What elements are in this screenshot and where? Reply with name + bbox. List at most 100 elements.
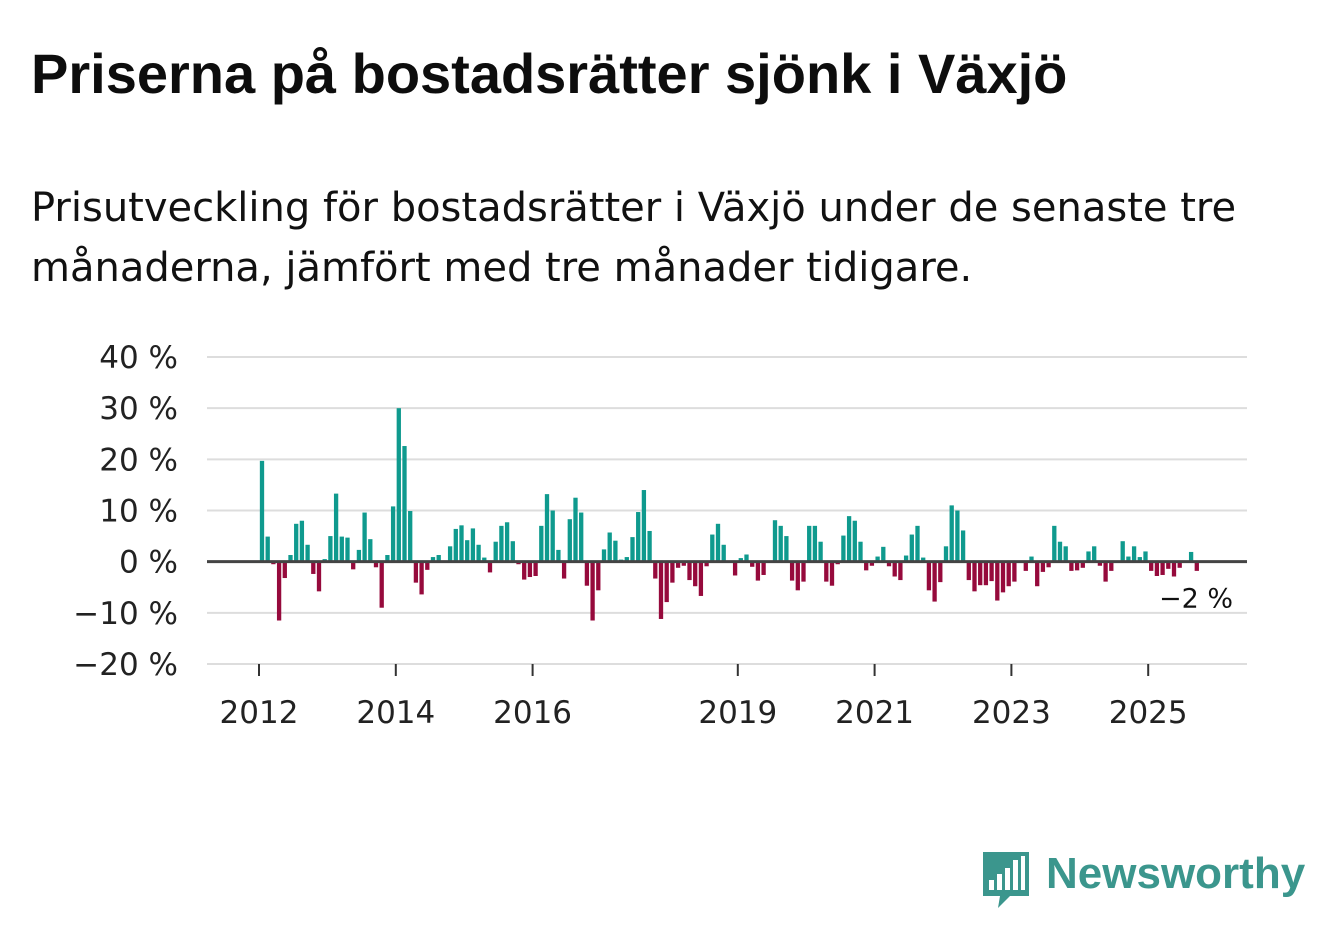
bar bbox=[1092, 546, 1097, 562]
bar bbox=[379, 561, 384, 608]
bar bbox=[1046, 561, 1051, 568]
bar bbox=[664, 561, 669, 603]
bar bbox=[818, 541, 823, 562]
bar bbox=[1120, 541, 1125, 562]
bar bbox=[510, 541, 515, 562]
bar bbox=[408, 511, 413, 562]
y-tick-label: −10 % bbox=[73, 596, 178, 632]
bar bbox=[1131, 546, 1137, 562]
bar bbox=[789, 561, 795, 581]
bar bbox=[447, 546, 453, 562]
x-tick-label: 2023 bbox=[972, 695, 1051, 731]
bar bbox=[362, 512, 367, 562]
bar bbox=[687, 561, 692, 581]
x-tick-label: 2025 bbox=[1109, 695, 1188, 731]
bar bbox=[704, 561, 709, 567]
bar bbox=[921, 557, 926, 562]
bar bbox=[772, 520, 778, 562]
bar bbox=[875, 556, 880, 562]
bar bbox=[841, 535, 846, 562]
bar bbox=[761, 561, 766, 575]
bar bbox=[1166, 561, 1171, 569]
bar bbox=[721, 544, 726, 562]
bar bbox=[943, 546, 949, 562]
bar bbox=[1052, 525, 1057, 562]
bar bbox=[607, 532, 612, 562]
bar bbox=[938, 561, 943, 583]
bar bbox=[675, 561, 681, 568]
bar bbox=[881, 546, 886, 562]
bar bbox=[966, 561, 971, 581]
bar bbox=[544, 494, 550, 562]
bar bbox=[1137, 557, 1142, 562]
bar bbox=[373, 561, 379, 568]
bar bbox=[1040, 561, 1046, 572]
bar bbox=[1074, 561, 1080, 571]
bar bbox=[333, 493, 339, 562]
bar bbox=[750, 561, 755, 567]
bar bbox=[1171, 561, 1177, 577]
bar bbox=[561, 561, 567, 579]
x-tick-label: 2016 bbox=[493, 695, 572, 731]
bar bbox=[630, 537, 635, 562]
bar bbox=[852, 520, 857, 562]
bar bbox=[1188, 551, 1194, 562]
last-value-label: −2 % bbox=[1159, 584, 1233, 615]
y-tick-label: −20 % bbox=[73, 647, 178, 683]
bar bbox=[989, 561, 994, 582]
bar bbox=[596, 561, 601, 591]
y-tick-label: 20 % bbox=[99, 442, 178, 478]
bar bbox=[356, 549, 362, 562]
bar bbox=[1080, 561, 1085, 568]
bar bbox=[579, 512, 584, 562]
bar bbox=[972, 561, 977, 592]
bar bbox=[909, 534, 914, 562]
bar bbox=[1000, 561, 1006, 593]
bar bbox=[425, 561, 430, 570]
bar bbox=[345, 537, 350, 562]
bar bbox=[949, 505, 954, 562]
bar bbox=[1194, 561, 1199, 571]
bar bbox=[459, 525, 464, 562]
y-axis-labels: 40 % 30 % 20 % 10 % 0 % −10 % −20 % bbox=[73, 340, 178, 683]
bar bbox=[698, 561, 704, 596]
bar bbox=[1057, 541, 1063, 562]
bar bbox=[898, 561, 903, 581]
bar bbox=[801, 561, 806, 582]
bar bbox=[624, 557, 629, 562]
bar bbox=[1035, 561, 1040, 587]
logo-text: Newsworthy bbox=[1046, 849, 1306, 898]
bar bbox=[493, 541, 498, 562]
bar bbox=[1109, 561, 1114, 571]
bar bbox=[658, 561, 664, 619]
bar bbox=[470, 528, 476, 562]
bar bbox=[1086, 551, 1091, 562]
bar bbox=[351, 561, 356, 570]
x-tick-label: 2019 bbox=[698, 695, 777, 731]
x-tick-label: 2012 bbox=[220, 695, 299, 731]
bar bbox=[396, 408, 401, 562]
bar bbox=[738, 558, 743, 562]
bar bbox=[482, 557, 487, 562]
bar bbox=[864, 561, 869, 571]
x-axis: 2012 2014 2016 2019 2021 2023 2025 bbox=[220, 664, 1188, 731]
bar bbox=[294, 523, 299, 562]
y-tick-label: 30 % bbox=[99, 391, 178, 427]
y-tick-label: 10 % bbox=[99, 494, 178, 530]
bar bbox=[1143, 551, 1148, 562]
bar bbox=[647, 530, 652, 562]
bar bbox=[390, 506, 396, 562]
bar bbox=[590, 561, 595, 621]
bar bbox=[556, 549, 561, 562]
bar bbox=[299, 520, 305, 562]
bar bbox=[636, 512, 641, 562]
bar bbox=[527, 561, 533, 578]
bar-chart-speech-icon bbox=[983, 852, 1029, 908]
bar bbox=[926, 561, 932, 591]
bar bbox=[995, 561, 1000, 601]
bar bbox=[670, 561, 675, 583]
bar bbox=[915, 525, 920, 562]
bar bbox=[613, 540, 618, 562]
bar bbox=[282, 561, 287, 579]
y-tick-label: 40 % bbox=[99, 340, 178, 376]
